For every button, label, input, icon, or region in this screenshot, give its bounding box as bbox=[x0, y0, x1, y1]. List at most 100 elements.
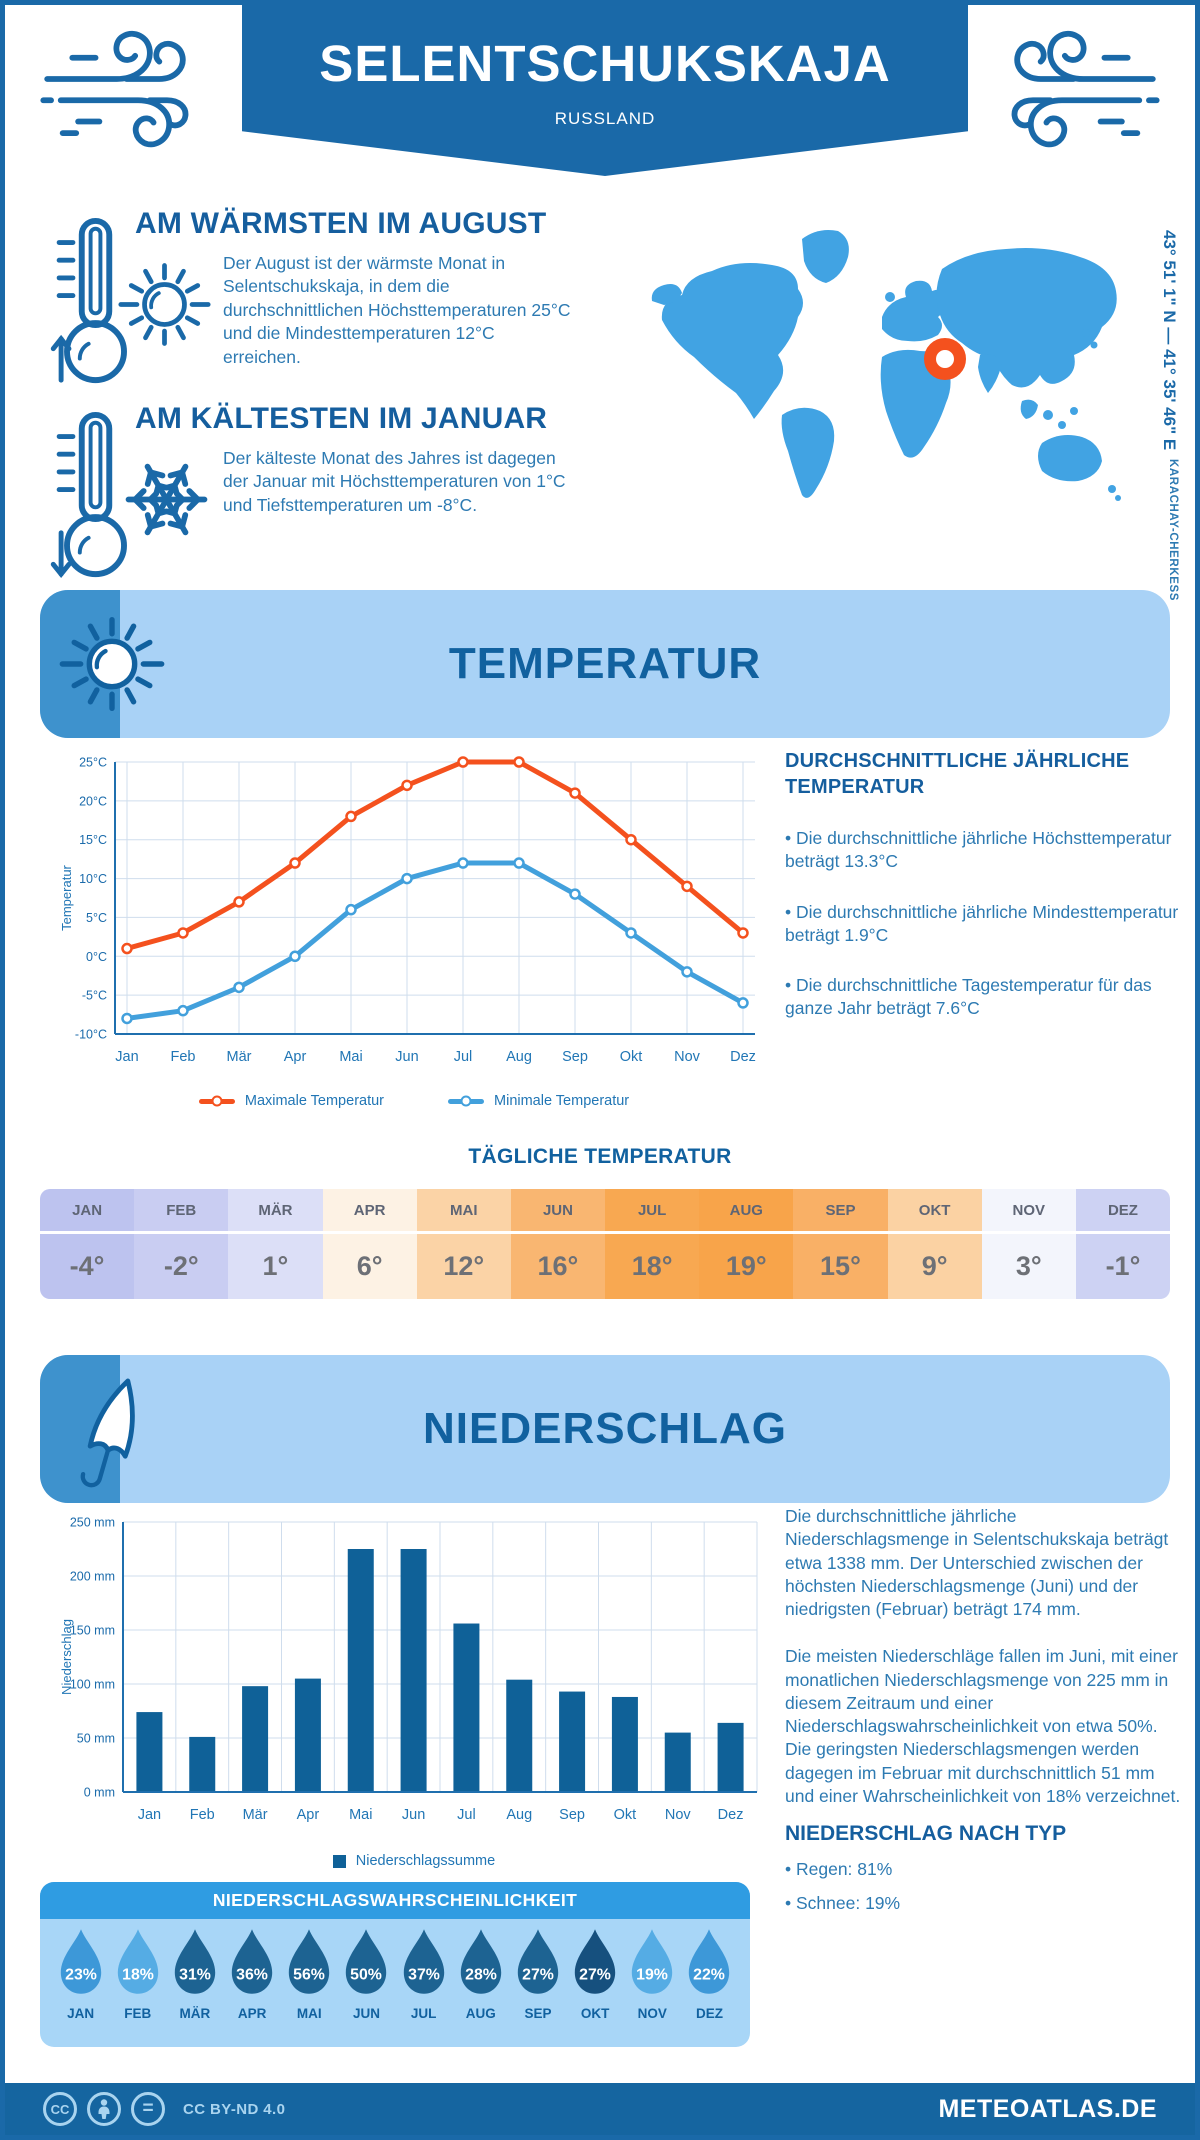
daily-month-label: JUN bbox=[510, 1189, 606, 1234]
daily-table-column: AUG 19° bbox=[699, 1189, 794, 1299]
header-banner: SELENTSCHUKSKAJA RUSSLAND bbox=[242, 5, 968, 176]
daily-table-column: SEP 15° bbox=[793, 1189, 888, 1299]
rain-share: • Regen: 81% bbox=[785, 1859, 893, 1880]
temperature-line-chart: -10°C -5°C 0°C 5°C 10°C 15°C 20°C 25°C Jan Feb Mär… bbox=[59, 756, 756, 1066]
probability-month-label: APR bbox=[237, 2006, 267, 2021]
probability-month-label: FEB bbox=[124, 2006, 152, 2021]
precipitation-section-banner: NIEDERSCHLAG bbox=[40, 1355, 1170, 1503]
precipitation-legend: Niederschlagssumme bbox=[57, 1853, 771, 1869]
svg-text:20°C: 20°C bbox=[79, 794, 107, 808]
svg-text:50%: 50% bbox=[351, 1966, 383, 1983]
legend-label: Niederschlagssumme bbox=[355, 1853, 496, 1869]
raindrop-icon: 18% bbox=[117, 1929, 158, 1994]
daily-temperature-value: 12° bbox=[443, 1251, 485, 1281]
svg-text:Jan: Jan bbox=[138, 1807, 161, 1823]
raindrop-icon: 19% bbox=[632, 1929, 673, 1994]
raindrop-icon: 36% bbox=[231, 1929, 273, 1994]
probability-cell: 31% MÄR bbox=[166, 1926, 223, 2021]
probability-cell: 23% JAN bbox=[52, 1926, 109, 2021]
svg-text:Mai: Mai bbox=[349, 1807, 372, 1823]
location-marker bbox=[924, 338, 966, 380]
page-title: SELENTSCHUKSKAJA bbox=[319, 35, 891, 92]
snowflake-icon bbox=[119, 452, 214, 547]
daily-temperature-table: JAN -4° FEB -2° MÄR 1° APR 6° MAI 12° JUN 16° JUL 18°… bbox=[40, 1189, 1170, 1299]
svg-text:Aug: Aug bbox=[506, 1049, 532, 1065]
probability-drops-row: 23% JAN 18% FEB 31% MÄR 36% APR 56% MAI 50% JUN 37% J… bbox=[40, 1919, 750, 2021]
probability-month-label: OKT bbox=[580, 2006, 610, 2021]
raindrop-icon: 27% bbox=[517, 1929, 559, 1994]
svg-text:Feb: Feb bbox=[190, 1807, 215, 1823]
precipitation-probability-panel: NIEDERSCHLAGSWAHRSCHEINLICHKEIT 23% JAN 18… bbox=[40, 1882, 750, 2047]
raindrop-icon: 37% bbox=[403, 1929, 444, 1994]
probability-cell: 36% APR bbox=[224, 1926, 281, 2021]
precipitation-bar-chart: 0 mm 50 mm 100 mm 150 mm 200 mm 250 mm Jan Feb M… bbox=[59, 1516, 758, 1823]
svg-text:27%: 27% bbox=[579, 1966, 611, 1983]
svg-text:Nov: Nov bbox=[674, 1049, 701, 1065]
probability-title: NIEDERSCHLAGSWAHRSCHEINLICHKEIT bbox=[40, 1882, 750, 1919]
temperature-summary-bullet: • Die durchschnittliche Tagestemperatur … bbox=[785, 975, 1152, 1019]
svg-text:250 mm: 250 mm bbox=[70, 1516, 115, 1530]
snow-share: • Schnee: 19% bbox=[785, 1893, 901, 1914]
legend-marker bbox=[198, 1095, 235, 1107]
svg-text:22%: 22% bbox=[694, 1966, 726, 1983]
daily-month-label: FEB bbox=[134, 1189, 229, 1234]
probability-month-label: DEZ bbox=[695, 2006, 723, 2021]
country-label: RUSSLAND bbox=[554, 109, 656, 128]
region-text: KARACHAY-CHERKESS bbox=[1167, 459, 1179, 602]
legend-marker bbox=[332, 1854, 346, 1868]
raindrop-icon: 22% bbox=[689, 1929, 730, 1994]
svg-text:Dez: Dez bbox=[718, 1807, 744, 1823]
probability-month-label: AUG bbox=[465, 2006, 496, 2021]
svg-text:Apr: Apr bbox=[284, 1049, 307, 1065]
svg-text:19%: 19% bbox=[636, 1966, 668, 1983]
daily-table-column: MAI 12° bbox=[416, 1189, 511, 1299]
temperature-summary-bullets: • Die durchschnittliche jährliche Höchst… bbox=[785, 827, 1181, 1021]
svg-text:Nov: Nov bbox=[665, 1807, 692, 1823]
daily-table-column: JUL 18° bbox=[605, 1189, 700, 1299]
svg-text:31%: 31% bbox=[179, 1966, 211, 1983]
probability-month-label: JUL bbox=[410, 2006, 437, 2021]
warmest-text: Der August ist der wärmste Monat in Sele… bbox=[223, 253, 571, 367]
probability-cell: 28% AUG bbox=[452, 1926, 509, 2021]
daily-table-column: NOV 3° bbox=[981, 1189, 1076, 1299]
umbrella-icon bbox=[80, 1378, 135, 1488]
probability-cell: 50% JUN bbox=[338, 1926, 395, 2021]
svg-text:200 mm: 200 mm bbox=[70, 1570, 115, 1584]
svg-text:Jan: Jan bbox=[115, 1049, 138, 1065]
probability-cell: 22% DEZ bbox=[681, 1926, 738, 2021]
svg-text:18%: 18% bbox=[122, 1966, 154, 1983]
svg-text:Mai: Mai bbox=[339, 1049, 362, 1065]
daily-temperature-value: -2° bbox=[163, 1251, 199, 1281]
svg-text:Dez: Dez bbox=[730, 1049, 756, 1065]
daily-table-column: JAN -4° bbox=[40, 1189, 135, 1299]
cc-icon: CC bbox=[43, 2092, 77, 2126]
license-label: CC BY-ND 4.0 bbox=[183, 2100, 286, 2118]
footer-bar: CC = CC BY-ND 4.0 METEOATLAS.DE bbox=[5, 2083, 1195, 2135]
probability-month-label: NOV bbox=[637, 2006, 667, 2021]
temperature-summary-title: DURCHSCHNITTLICHE JÄHRLICHE TEMPERATUR bbox=[785, 750, 1130, 798]
daily-month-label: DEZ bbox=[1075, 1189, 1170, 1234]
daily-month-label: JUL bbox=[605, 1189, 700, 1234]
daily-month-label: MAI bbox=[416, 1189, 511, 1234]
probability-month-label: MAI bbox=[296, 2006, 322, 2021]
svg-text:150 mm: 150 mm bbox=[70, 1624, 115, 1638]
daily-temperature-value: 16° bbox=[537, 1251, 579, 1281]
daily-table-column: MÄR 1° bbox=[228, 1189, 323, 1299]
probability-cell: 27% OKT bbox=[567, 1926, 624, 2021]
daily-table-column: DEZ -1° bbox=[1075, 1189, 1170, 1299]
temperature-legend: Maximale Temperatur Minimale Temperatur bbox=[57, 1093, 771, 1109]
daily-table-title: TÄGLICHE TEMPERATUR bbox=[468, 1145, 732, 1168]
svg-text:36%: 36% bbox=[236, 1966, 268, 1983]
thermometer-down-icon bbox=[50, 411, 127, 579]
temperature-section-title: TEMPERATUR bbox=[448, 639, 762, 688]
svg-text:-10°C: -10°C bbox=[75, 1028, 107, 1042]
probability-month-label: JAN bbox=[67, 2006, 95, 2021]
daily-temperature-value: 3° bbox=[1015, 1251, 1042, 1281]
svg-text:-5°C: -5°C bbox=[82, 989, 107, 1003]
world-map bbox=[651, 230, 1121, 501]
svg-text:28%: 28% bbox=[465, 1966, 497, 1983]
brand-label: METEOATLAS.DE bbox=[938, 2094, 1157, 2123]
daily-temperature-value: -4° bbox=[69, 1251, 105, 1281]
svg-text:Mär: Mär bbox=[243, 1807, 268, 1823]
